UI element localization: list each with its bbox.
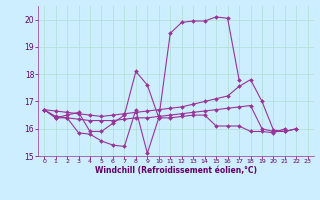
X-axis label: Windchill (Refroidissement éolien,°C): Windchill (Refroidissement éolien,°C) [95, 166, 257, 175]
